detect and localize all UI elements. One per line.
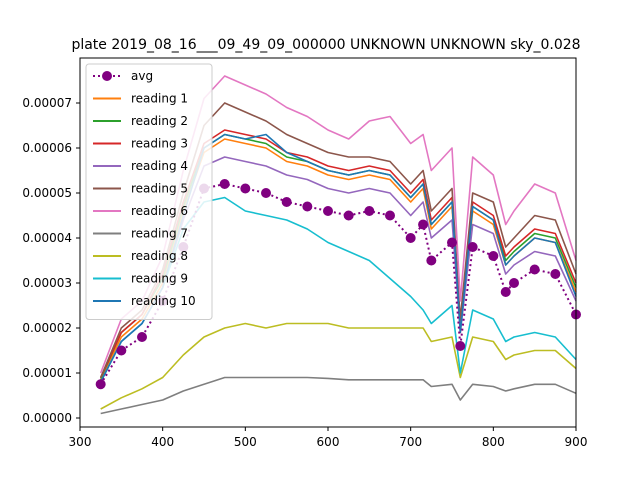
legend-marker-avg [102, 71, 112, 81]
legend-label-reading-3: reading 3 [131, 137, 188, 151]
x-tick-label: 300 [69, 435, 92, 449]
series-point-avg [529, 264, 540, 275]
series-point-avg [550, 269, 561, 279]
legend-label-reading-4: reading 4 [131, 159, 188, 173]
series-point-avg [240, 183, 251, 194]
x-axis: 300 400 500 600 700 800 900 [69, 427, 588, 449]
series-point-avg [219, 179, 230, 189]
legend-label-reading-1: reading 1 [131, 92, 188, 106]
series-point-avg [137, 332, 147, 342]
series-point-avg [364, 206, 375, 216]
x-tick-label: 700 [399, 435, 422, 449]
legend-label-reading-10: reading 10 [131, 294, 196, 308]
y-tick-label: 0.00006 [22, 141, 72, 155]
series-point-avg [343, 210, 354, 221]
series-point-avg [488, 251, 499, 261]
series-point-avg [426, 255, 437, 266]
series-point-avg [500, 287, 511, 297]
series-point-avg [447, 237, 457, 248]
x-tick-label: 500 [234, 435, 257, 449]
series-line-reading-7 [100, 376, 577, 415]
x-tick-label: 600 [317, 435, 340, 449]
plot-frame [79, 57, 577, 428]
series-point-avg [302, 201, 313, 212]
y-tick-label: 0.00007 [22, 96, 72, 110]
chart-title: plate 2019_08_16___09_49_09_000000 UNKNO… [71, 37, 580, 53]
legend-label-reading-2: reading 2 [131, 114, 188, 128]
series-point-avg [455, 341, 466, 351]
series-point-avg [281, 197, 292, 207]
legend-label-reading-8: reading 8 [131, 249, 188, 263]
y-tick-label: 0.00003 [22, 276, 72, 290]
y-axis: 0.00000 0.00001 0.00002 0.00003 0.00004 0.000… [22, 96, 80, 425]
y-tick-label: 0.00001 [22, 366, 72, 380]
series-point-avg [95, 379, 106, 390]
series-point-avg [405, 233, 416, 243]
legend: avg reading 1 reading 2 reading 3 reading 4 r… [85, 63, 213, 320]
series-point-avg [323, 206, 333, 216]
x-tick-label: 400 [151, 435, 174, 449]
series-point-avg [385, 210, 395, 221]
series-point-avg [261, 188, 271, 198]
series-point-avg [509, 278, 519, 288]
legend-label-avg: avg [131, 69, 153, 83]
series-line-reading-8 [100, 322, 577, 410]
x-tick-label: 800 [482, 435, 505, 449]
y-tick-label: 0.00002 [22, 321, 72, 335]
legend-label-reading-5: reading 5 [131, 182, 188, 196]
series-point-avg [467, 242, 478, 252]
series-point-avg [418, 219, 429, 230]
y-tick-label: 0.00005 [22, 186, 72, 200]
x-tick-label: 900 [565, 435, 588, 449]
legend-label-reading-7: reading 7 [131, 227, 188, 241]
legend-label-reading-9: reading 9 [131, 272, 188, 286]
legend-label-reading-6: reading 6 [131, 204, 188, 218]
y-tick-label: 0.00004 [22, 231, 72, 245]
y-tick-label: 0.00000 [22, 411, 72, 425]
series-point-avg [116, 345, 127, 356]
